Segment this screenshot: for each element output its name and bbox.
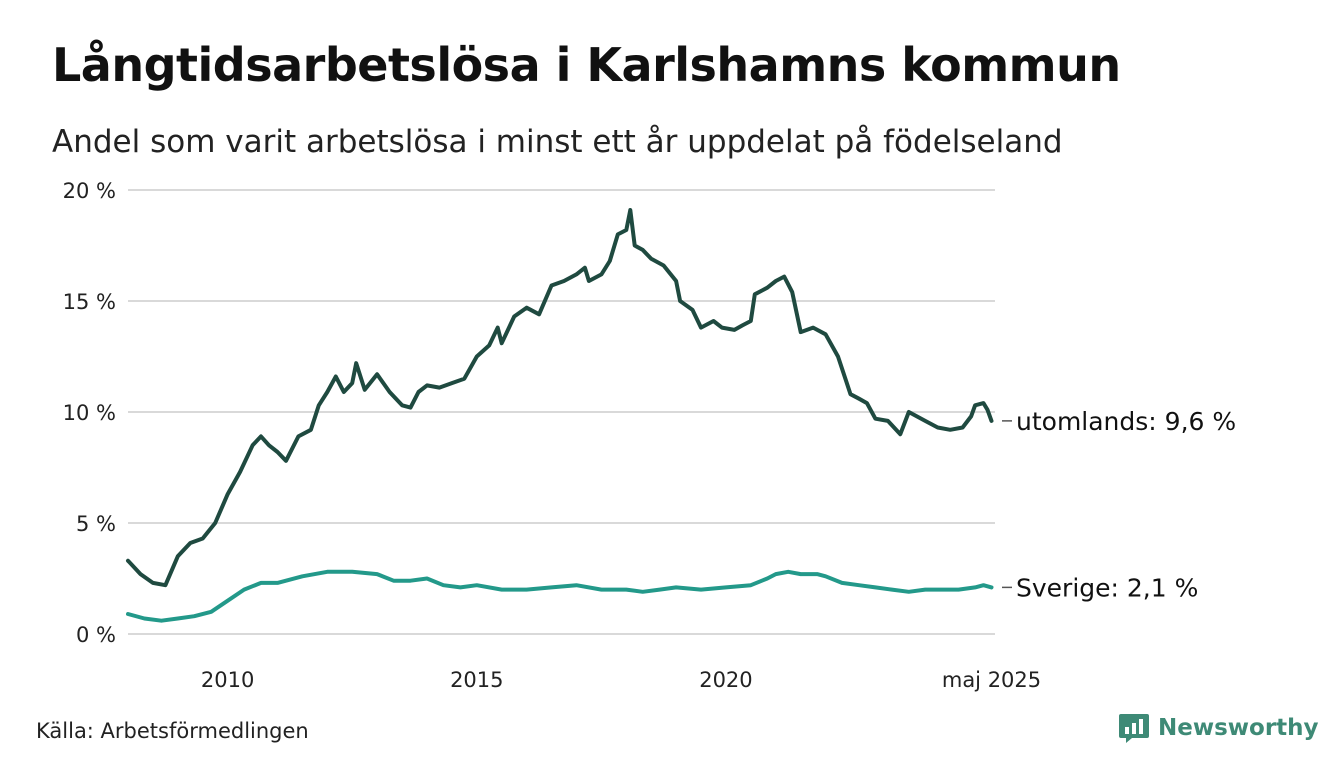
x-tick-label: maj 2025 xyxy=(942,668,1041,692)
brand-logo: Newsworthy xyxy=(1118,712,1319,744)
y-tick-label: 0 % xyxy=(76,623,116,647)
newsworthy-icon xyxy=(1119,714,1149,743)
y-tick-label: 10 % xyxy=(63,401,116,425)
series-end-label-sverige: Sverige: 2,1 % xyxy=(1016,573,1198,602)
series-line-utomlands xyxy=(126,208,994,588)
series-line-sverige xyxy=(126,569,994,623)
y-tick-label: 5 % xyxy=(76,512,116,536)
x-tick-label: 2020 xyxy=(699,668,752,692)
x-tick-label: 2010 xyxy=(201,668,254,692)
series-end-label-utomlands: utomlands: 9,6 % xyxy=(1016,407,1236,436)
source-text: Källa: Arbetsförmedlingen xyxy=(36,719,309,743)
y-tick-label: 20 % xyxy=(63,179,116,203)
chart-title: Långtidsarbetslösa i Karlshamns kommun xyxy=(52,38,1121,92)
brand-name: Newsworthy xyxy=(1158,715,1319,741)
chart-subtitle: Andel som varit arbetslösa i minst ett å… xyxy=(52,124,1063,160)
x-tick-label: 2015 xyxy=(450,668,503,692)
y-tick-label: 15 % xyxy=(63,290,116,314)
